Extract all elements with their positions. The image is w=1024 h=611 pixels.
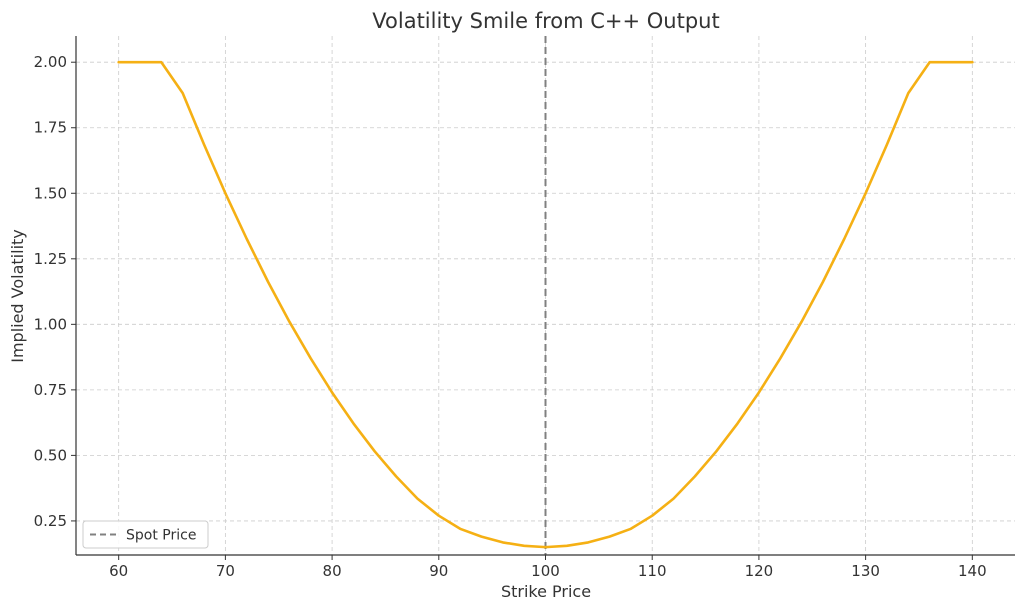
x-tick-label: 80 <box>323 562 342 580</box>
data-point <box>758 391 760 393</box>
data-point <box>864 192 866 194</box>
data-point <box>800 321 802 323</box>
y-tick-label: 1.75 <box>34 119 67 137</box>
data-point <box>971 61 973 63</box>
data-point <box>843 238 845 240</box>
data-point <box>736 422 738 424</box>
data-point <box>374 450 376 452</box>
data-point <box>267 281 269 283</box>
data-point <box>630 528 632 530</box>
data-point <box>416 497 418 499</box>
x-tick-label: 110 <box>638 562 667 580</box>
legend-entry-spot-price: Spot Price <box>126 528 196 544</box>
data-point <box>715 450 717 452</box>
data-point <box>566 545 568 547</box>
data-point <box>544 546 546 548</box>
x-tick-label: 70 <box>216 562 235 580</box>
data-point <box>950 61 952 63</box>
x-axis-label: Strike Price <box>501 582 591 601</box>
data-point <box>694 475 696 477</box>
data-point <box>587 541 589 543</box>
data-point <box>438 514 440 516</box>
data-point <box>139 61 141 63</box>
series-line-implied-volatility <box>117 60 974 549</box>
chart-title: Volatility Smile from C++ Output <box>372 9 719 33</box>
y-tick-label: 0.25 <box>34 512 67 530</box>
data-point <box>246 238 248 240</box>
data-point <box>672 497 674 499</box>
data-point <box>182 92 184 94</box>
y-ticks: 0.25 0.50 0.75 1.00 1.25 1.50 1.75 2.00 <box>34 53 76 530</box>
x-tick-label: 140 <box>958 562 987 580</box>
data-point <box>352 422 354 424</box>
data-point <box>502 541 504 543</box>
x-tick-label: 120 <box>745 562 774 580</box>
legend: Spot Price <box>82 520 209 549</box>
data-point <box>160 61 162 63</box>
data-point <box>651 514 653 516</box>
x-ticks: 60 70 80 90 100 110 120 130 140 <box>109 555 987 580</box>
x-tick-label: 130 <box>851 562 880 580</box>
data-point <box>331 391 333 393</box>
plot-area <box>117 36 974 555</box>
y-tick-label: 1.25 <box>34 250 67 268</box>
legend-box <box>82 520 209 549</box>
data-point <box>886 143 888 145</box>
data-point <box>608 535 610 537</box>
data-point <box>310 357 312 359</box>
data-point <box>288 321 290 323</box>
y-axis-label: Implied Volatility <box>8 229 27 363</box>
data-point <box>395 475 397 477</box>
data-point <box>822 281 824 283</box>
y-tick-label: 1.00 <box>34 315 67 333</box>
data-point <box>117 61 119 63</box>
data-point <box>224 192 226 194</box>
data-point <box>203 143 205 145</box>
data-point <box>928 61 930 63</box>
y-tick-label: 0.50 <box>34 446 67 464</box>
data-point <box>523 545 525 547</box>
data-point <box>779 357 781 359</box>
x-tick-label: 100 <box>531 562 560 580</box>
data-point <box>459 528 461 530</box>
y-tick-label: 0.75 <box>34 381 67 399</box>
x-tick-label: 90 <box>429 562 448 580</box>
data-point <box>907 92 909 94</box>
x-tick-label: 60 <box>109 562 128 580</box>
y-tick-label: 1.50 <box>34 184 67 202</box>
data-point <box>480 535 482 537</box>
y-tick-label: 2.00 <box>34 53 67 71</box>
